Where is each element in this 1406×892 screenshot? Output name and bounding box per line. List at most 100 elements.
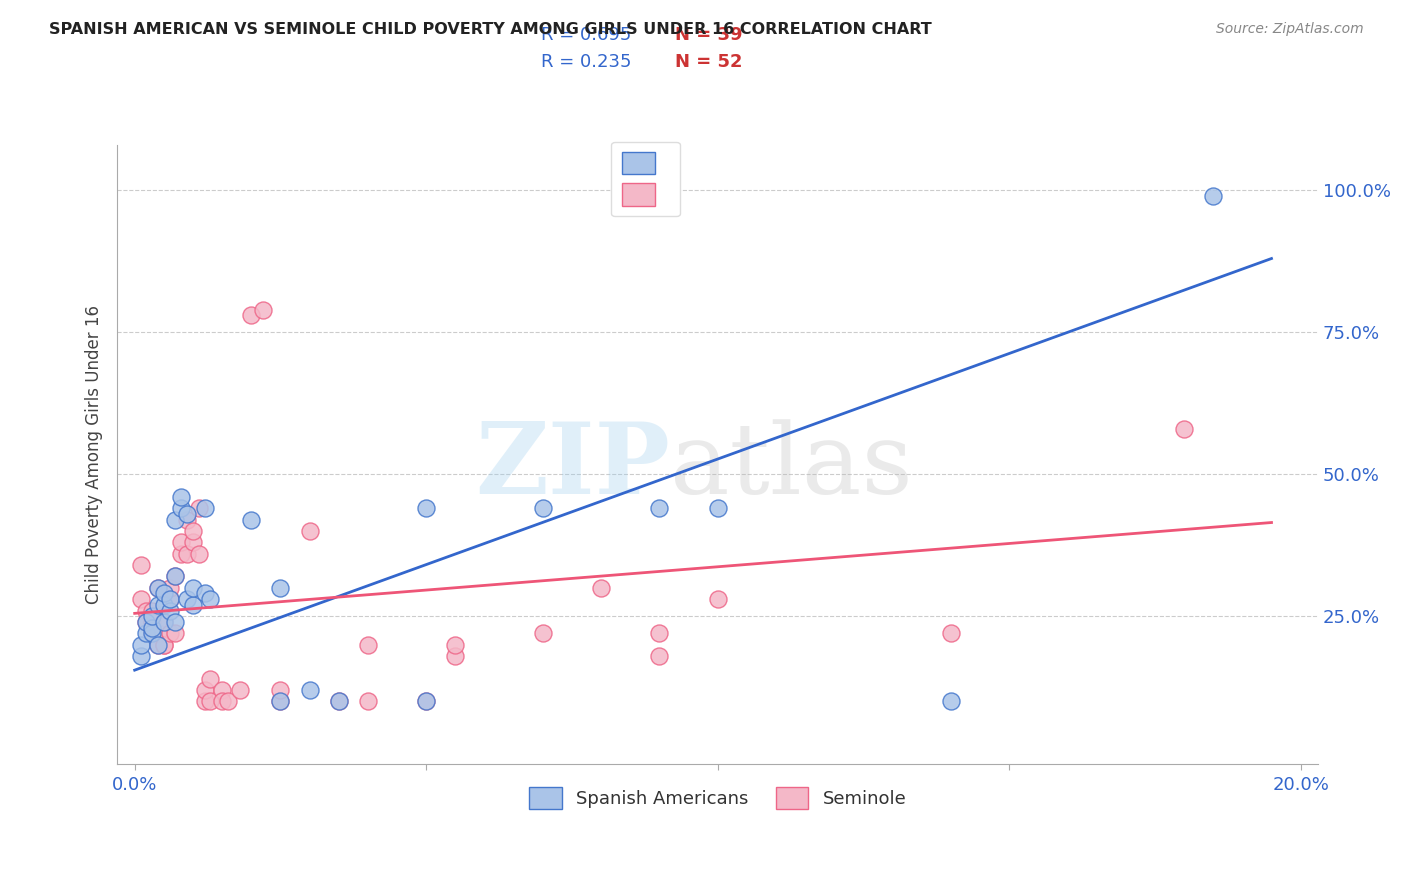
Point (444, 648, 467, 663)
Point (165, 615, 187, 629)
Point (252, 302, 274, 317)
Point (415, 694, 437, 708)
Point (1202, 189, 1225, 203)
Legend: Spanish Americans, Seminole: Spanish Americans, Seminole (522, 780, 914, 817)
Text: R = 0.235: R = 0.235 (541, 53, 631, 70)
Point (200, 672, 222, 686)
Point (194, 694, 217, 708)
Point (444, 638, 467, 652)
Point (298, 683, 321, 698)
Point (211, 683, 233, 698)
Point (939, 694, 962, 708)
Point (135, 603, 157, 617)
Point (129, 592, 152, 607)
Text: N = 52: N = 52 (675, 53, 742, 70)
Point (129, 648, 152, 663)
Point (200, 694, 222, 708)
Text: SPANISH AMERICAN VS SEMINOLE CHILD POVERTY AMONG GIRLS UNDER 16 CORRELATION CHAR: SPANISH AMERICAN VS SEMINOLE CHILD POVER… (49, 22, 932, 37)
Point (146, 581, 169, 595)
Point (141, 609, 163, 624)
Point (228, 683, 250, 698)
Point (153, 638, 176, 652)
Point (176, 507, 198, 521)
Point (146, 598, 169, 612)
Point (357, 638, 380, 652)
Point (159, 592, 181, 607)
Y-axis label: Child Poverty Among Girls Under 16: Child Poverty Among Girls Under 16 (86, 305, 103, 604)
Point (706, 592, 728, 607)
Point (298, 524, 321, 538)
Point (165, 626, 187, 640)
Point (1173, 422, 1195, 436)
Point (194, 501, 217, 516)
Point (153, 615, 176, 629)
Point (415, 501, 437, 516)
Point (357, 694, 380, 708)
Point (129, 558, 152, 573)
Point (176, 547, 198, 561)
Point (141, 615, 163, 629)
Point (328, 694, 350, 708)
Point (176, 513, 198, 527)
Point (153, 615, 176, 629)
Point (269, 694, 291, 708)
Point (939, 626, 962, 640)
Point (648, 501, 671, 516)
Point (706, 501, 728, 516)
Point (648, 626, 671, 640)
Text: R = 0.695: R = 0.695 (541, 26, 631, 44)
Point (141, 626, 163, 640)
Point (146, 638, 169, 652)
Point (170, 535, 193, 549)
Point (141, 626, 163, 640)
Point (153, 598, 176, 612)
Point (181, 581, 204, 595)
Point (135, 615, 157, 629)
Point (648, 648, 671, 663)
Point (269, 581, 291, 595)
Point (269, 683, 291, 698)
Point (159, 603, 181, 617)
Point (176, 592, 198, 607)
Point (159, 626, 181, 640)
Point (146, 638, 169, 652)
Point (135, 626, 157, 640)
Point (240, 308, 263, 322)
Point (217, 694, 239, 708)
Point (153, 638, 176, 652)
Point (181, 598, 204, 612)
Point (146, 626, 169, 640)
Point (170, 490, 193, 504)
Point (135, 615, 157, 629)
Point (531, 501, 554, 516)
Point (194, 683, 217, 698)
Point (194, 586, 217, 600)
Point (591, 581, 613, 595)
Point (187, 501, 209, 516)
Text: N = 39: N = 39 (675, 26, 742, 44)
Point (153, 586, 176, 600)
Point (240, 513, 263, 527)
Point (141, 603, 163, 617)
Point (415, 694, 437, 708)
Text: atlas: atlas (669, 419, 912, 515)
Text: ZIP: ZIP (475, 418, 669, 516)
Point (170, 547, 193, 561)
Point (181, 524, 204, 538)
Point (181, 535, 204, 549)
Point (269, 694, 291, 708)
Point (531, 626, 554, 640)
Point (211, 694, 233, 708)
Point (159, 592, 181, 607)
Point (165, 569, 187, 583)
Point (170, 501, 193, 516)
Point (165, 513, 187, 527)
Point (328, 694, 350, 708)
Point (129, 638, 152, 652)
Point (165, 569, 187, 583)
Text: Source: ZipAtlas.com: Source: ZipAtlas.com (1216, 22, 1364, 37)
Point (159, 581, 181, 595)
Point (141, 621, 163, 635)
Point (200, 592, 222, 607)
Point (187, 547, 209, 561)
